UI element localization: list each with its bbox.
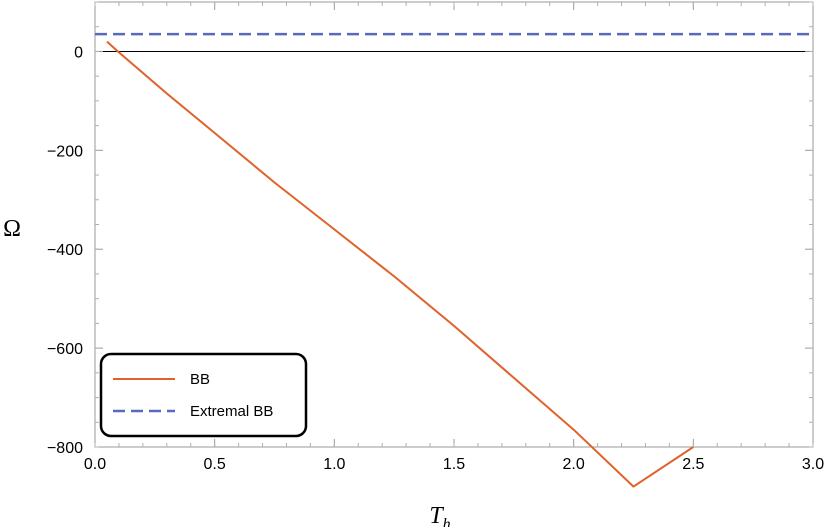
ticks-layer: 0.0 0.5 1.0 1.5 2.0 2.5 3.0 0 −200 −400 −600 −800	[47, 1, 824, 473]
x-tick-label: 2.0	[563, 456, 585, 473]
x-axis-label: Th	[429, 503, 450, 527]
x-tick-label: 1.5	[443, 456, 465, 473]
y-tick-label: −600	[47, 341, 83, 358]
legend-box	[99, 352, 308, 438]
y-tick-label: 0	[74, 44, 83, 61]
x-tick-label: 3.0	[802, 456, 824, 473]
legend-label-bb: BB	[190, 371, 210, 388]
x-tick-label: 0.5	[204, 456, 226, 473]
x-axis-label-main: T	[429, 503, 444, 527]
x-tick-label: 1.0	[323, 456, 345, 473]
legend: BB Extremal BB	[99, 352, 308, 438]
y-axis-label: Ω	[3, 216, 21, 242]
y-tick-label: −400	[47, 242, 83, 259]
x-tick-label: 0.0	[84, 456, 106, 473]
series-layer	[95, 32, 813, 488]
y-tick-label: −800	[47, 440, 83, 457]
x-axis-label-sub: h	[443, 516, 451, 527]
x-tick-label: 2.5	[682, 456, 704, 473]
series-line-bb	[106, 40, 694, 488]
legend-label-extremal-bb: Extremal BB	[190, 403, 273, 420]
y-tick-label: −200	[47, 143, 83, 160]
